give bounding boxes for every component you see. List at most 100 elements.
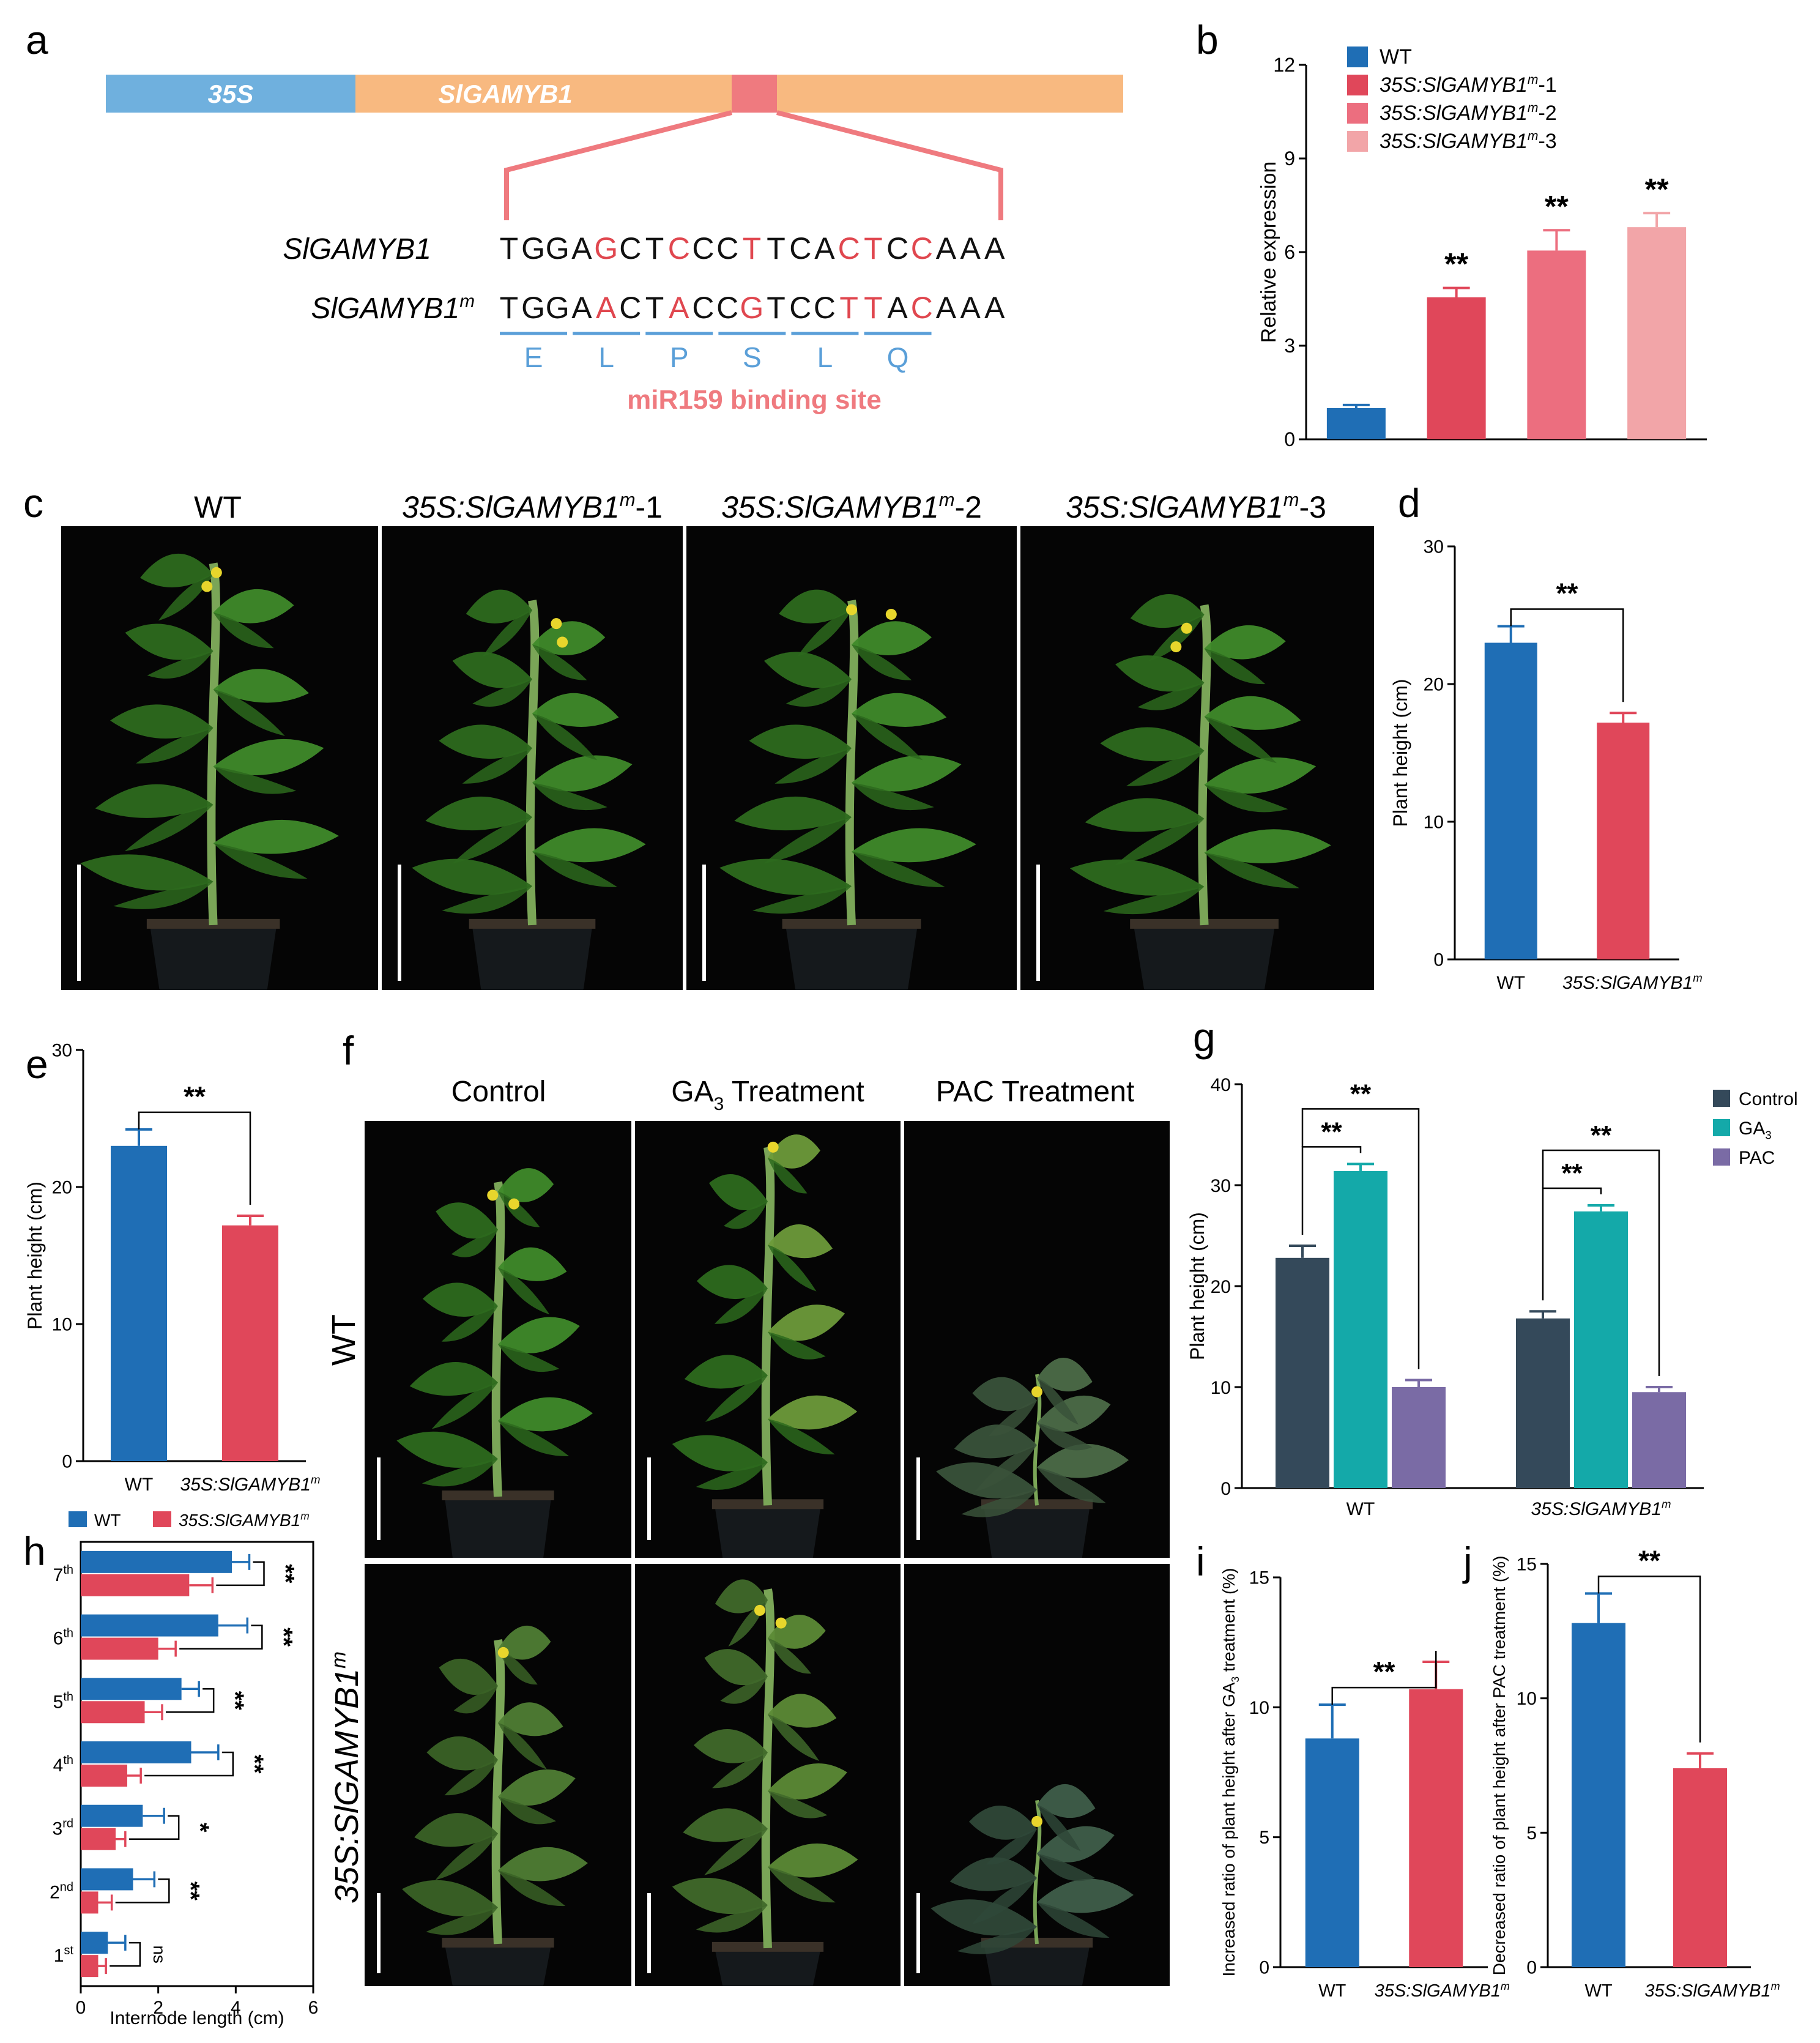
- bar-1: [1409, 1689, 1463, 1967]
- significance-mark: **: [221, 1691, 248, 1711]
- seq-mut-base-15: T: [864, 291, 883, 325]
- seq-wt-base-0: T: [500, 231, 519, 266]
- legend-label-1: GA3: [1739, 1118, 1772, 1142]
- photo-g-row-mut: 35S:SlGAMYB1m: [327, 1651, 365, 1903]
- bar-35S:SlGAMYB1m-0: [81, 1955, 98, 1978]
- legend-label-0: Control: [1739, 1089, 1798, 1109]
- legend-label-1: 35S:SlGAMYB1m-1: [1380, 73, 1557, 97]
- panel-letter-b: b: [1196, 17, 1219, 62]
- panel-letter-g: g: [1193, 1014, 1216, 1060]
- x-tick-label: 0: [76, 1998, 86, 2018]
- bar-Control-0: [1276, 1257, 1329, 1488]
- y-tick-label-4: 5th: [53, 1690, 73, 1712]
- significance-bracket: [166, 1688, 215, 1713]
- x-tick-label-0: WT: [1496, 973, 1525, 993]
- bar-PAC-1: [1632, 1392, 1686, 1488]
- significance-bracket: [1301, 1146, 1362, 1235]
- zoom-line-left: [504, 110, 732, 220]
- amino-acid-0: E: [524, 341, 543, 373]
- significance-mark: **: [1556, 578, 1578, 609]
- seq-wt-base-2: G: [546, 231, 570, 266]
- seq-mut-base-3: A: [571, 291, 592, 325]
- seq-mut-base-19: A: [960, 291, 981, 325]
- scale-bar: [377, 1457, 381, 1541]
- seq-wt-base-20: A: [984, 231, 1005, 266]
- y-tick-label: 0: [1259, 1958, 1269, 1978]
- x-tick-label-0: WT: [1318, 1981, 1346, 2001]
- y-tick-label: 5: [1526, 1823, 1537, 1844]
- y-axis-label: Plant height (cm): [24, 1182, 46, 1330]
- panel-letter-c: c: [23, 480, 43, 526]
- significance-mark: **: [1638, 1544, 1660, 1576]
- significance-mark: **: [184, 1081, 206, 1112]
- seq-wt-base-9: C: [716, 231, 738, 266]
- seq-mut-base-8: C: [692, 291, 714, 325]
- seq-mut-base-14: T: [839, 291, 858, 325]
- seq-wt-base-12: C: [789, 231, 811, 266]
- seq-mut-base-17: C: [911, 291, 933, 325]
- bar-0: [1484, 642, 1537, 959]
- x-axis-label: Internode length (cm): [110, 2008, 284, 2028]
- legend-swatch-2: [1713, 1148, 1730, 1166]
- significance-mark: **: [1545, 189, 1569, 223]
- legend-swatch-2: [1347, 103, 1368, 124]
- scale-bar: [398, 865, 401, 981]
- scale-bar: [1036, 865, 1040, 981]
- y-tick-label: 15: [1249, 1568, 1269, 1588]
- chart-f: 0 2 4 6 Internode length (cm) 1st ns 2nd ** 3rd * 4…: [50, 1509, 318, 2028]
- photo-c-label-0: WT: [194, 490, 242, 524]
- y-tick-label: 12: [1273, 54, 1295, 76]
- seq-mut-base-18: A: [936, 291, 957, 325]
- y-axis-label: Decreased ratio of plant height after PA…: [1490, 1556, 1509, 1976]
- legend-swatch-0: [1713, 1090, 1730, 1107]
- seq-mut-base-9: C: [716, 291, 738, 325]
- x-tick-label-0: WT: [1346, 1499, 1375, 1519]
- y-tick-label: 9: [1284, 147, 1295, 169]
- plant-drawing: [672, 1579, 858, 1986]
- y-tick-label: 10: [1249, 1698, 1269, 1718]
- significance-mark: **: [1444, 247, 1468, 281]
- photo-c-line2: [686, 526, 1017, 990]
- y-tick-label: 20: [1424, 675, 1444, 695]
- y-tick-label: 30: [1211, 1176, 1231, 1196]
- significance-bracket: [179, 1624, 263, 1650]
- y-axis-label: Increased ratio of plant height after GA…: [1219, 1568, 1241, 1977]
- x-tick-label: 6: [308, 1998, 319, 2018]
- seq-mut-base-0: T: [500, 291, 519, 325]
- seq-wt-base-8: C: [692, 231, 714, 266]
- photo-c-line3: [1020, 526, 1374, 990]
- photo-c-label-2: 35S:SlGAMYB1m-2: [721, 489, 982, 524]
- significance-mark: **: [1373, 1656, 1395, 1688]
- seq-mut-base-12: C: [789, 291, 811, 325]
- y-tick-label-1: 2nd: [50, 1880, 73, 1902]
- seq-label-mut: SlGAMYB1m: [311, 291, 475, 325]
- x-tick-label: 2: [153, 1998, 163, 2018]
- bar-3: [1627, 227, 1687, 439]
- seq-wt-base-7: C: [668, 231, 690, 266]
- panel-letter-a: a: [26, 17, 48, 62]
- scale-bar: [916, 1893, 920, 1974]
- significance-bracket: [1331, 1651, 1437, 1705]
- seq-mut-base-20: A: [984, 291, 1005, 325]
- photo-g-mut-control: [365, 1564, 631, 1986]
- y-tick-label: 3: [1284, 335, 1295, 357]
- photo-c-label-1: 35S:SlGAMYB1m-1: [402, 489, 663, 524]
- y-tick-label: 30: [52, 1041, 72, 1061]
- plant-drawing: [1069, 594, 1331, 990]
- significance-bracket: [110, 1941, 141, 1967]
- x-tick-label-1: 35S:SlGAMYB1m: [180, 1473, 321, 1495]
- bar-WT-4: [81, 1678, 182, 1700]
- bar-Control-1: [1516, 1318, 1570, 1488]
- chart-i: 0 5 10 15 Increased ratio of plant height af…: [1219, 1568, 1510, 2001]
- scale-bar: [702, 865, 706, 981]
- seq-mut-base-6: T: [645, 291, 664, 325]
- bar-1: [1427, 297, 1486, 439]
- significance-mark: **: [177, 1881, 204, 1901]
- plant-drawing: [672, 1134, 858, 1558]
- photo-g-mut-ga3: [635, 1564, 901, 1986]
- significance-bracket: [128, 1815, 180, 1840]
- seq-mut-base-2: G: [546, 291, 570, 325]
- seq-mut-base-16: A: [887, 291, 908, 325]
- significance-mark: **: [1350, 1079, 1372, 1109]
- panel-letter-f: f: [343, 1028, 354, 1073]
